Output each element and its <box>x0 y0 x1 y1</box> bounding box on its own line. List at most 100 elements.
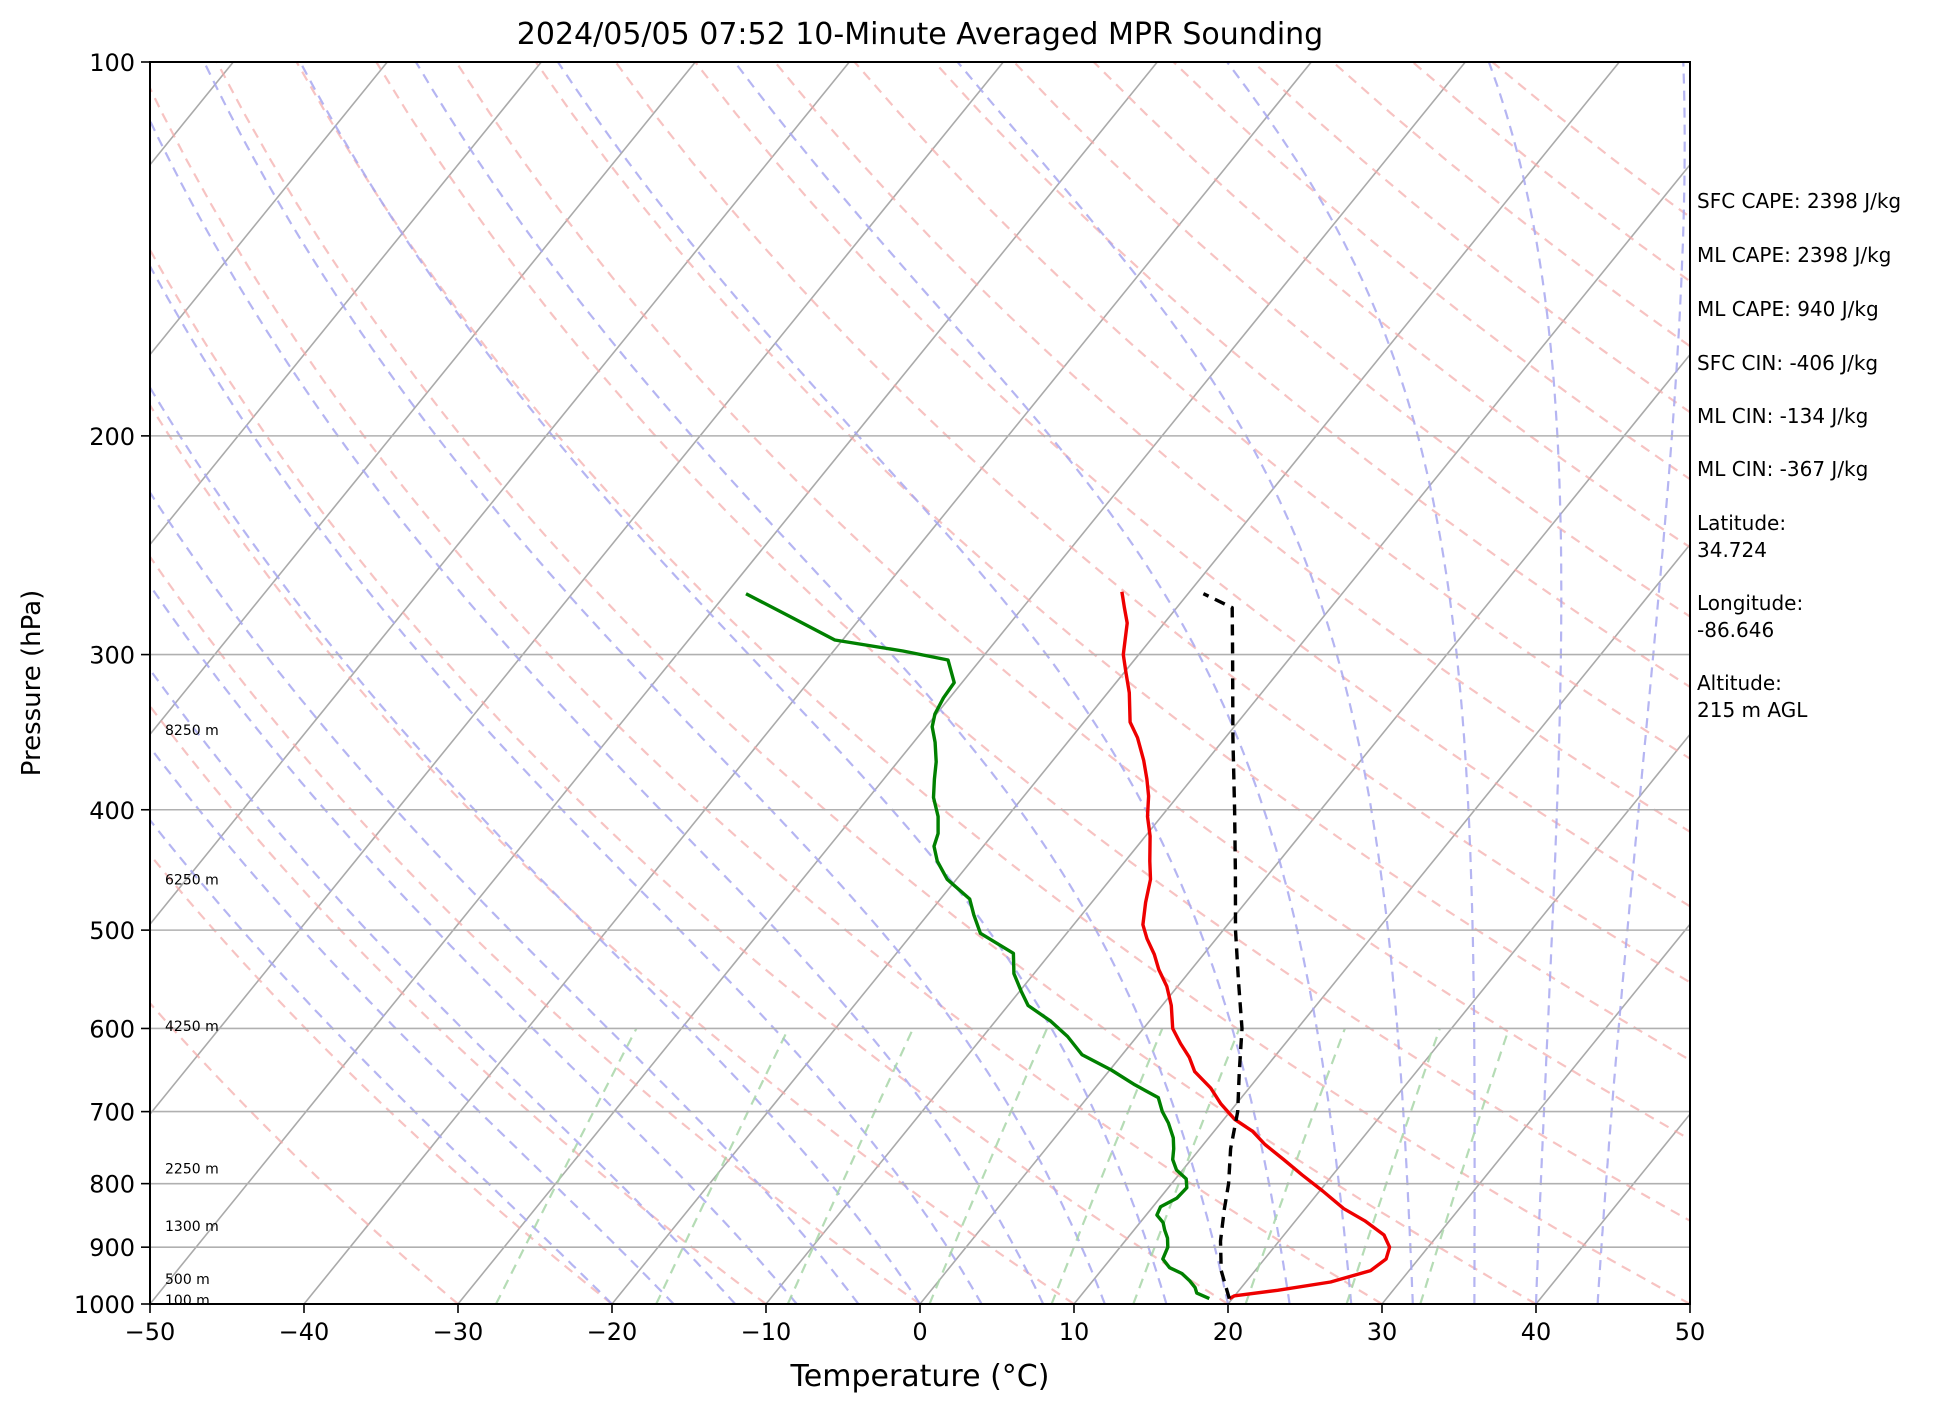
isobar-grid <box>150 62 1690 1304</box>
mixing-ratio-line <box>655 1028 790 1304</box>
moist-adiabat-line <box>733 62 1353 1304</box>
moist-adiabat-line <box>150 818 613 1304</box>
series-line-0 <box>1120 591 1392 1301</box>
y-tick-label: 100 <box>89 49 135 77</box>
dry-adiabat-line <box>150 403 1075 1304</box>
x-tick-label: 40 <box>1521 1318 1552 1346</box>
dry-adiabat-line <box>150 853 613 1304</box>
dry-adiabat-line <box>375 62 1690 1222</box>
height-label: 2250 m <box>165 1162 219 1178</box>
mixing-ratio-line <box>786 1028 915 1304</box>
stat-label: SFC CIN: -406 J/kg <box>1697 351 1879 375</box>
y-tick-label: 700 <box>89 1099 135 1127</box>
isotherm-line <box>1381 922 1690 1304</box>
stat-label: ML CIN: -367 J/kg <box>1697 457 1869 481</box>
stat-value: -86.646 <box>1697 618 1775 642</box>
moist-adiabat-line <box>299 62 1168 1304</box>
dry-adiabat-line <box>150 554 921 1304</box>
dry-adiabat-line <box>534 62 1690 1062</box>
y-axis-ticks: 100 200 300 400 500 600 700 800 900 1000 <box>74 49 150 1319</box>
stat-label: SFC CAPE: 2398 J/kg <box>1697 189 1902 213</box>
moist-adiabat-line <box>556 62 1291 1304</box>
isotherm-line <box>1073 543 1690 1304</box>
height-label: 8250 m <box>165 723 219 739</box>
x-tick-label: −40 <box>279 1318 330 1346</box>
stat-label: ML CIN: -134 J/kg <box>1697 404 1869 428</box>
y-tick-label: 500 <box>89 917 135 945</box>
x-axis-ticks: −50 −40 −30 −20 −10 0 10 20 30 40 50 <box>125 1304 1706 1346</box>
height-label: 1300 m <box>165 1219 219 1235</box>
dry-adiabat-line <box>150 247 1229 1304</box>
x-tick-label: 20 <box>1213 1318 1244 1346</box>
stat-label: Latitude: <box>1697 511 1787 535</box>
isotherm-line <box>303 62 1312 1304</box>
height-labels: 8250 m 6250 m 4250 m 2250 m 1300 m 500 m 100 m <box>165 723 219 1309</box>
height-label: 100 m <box>165 1293 210 1309</box>
sounding-series <box>745 591 1392 1301</box>
isotherm-line <box>150 62 850 926</box>
stat-item: Latitude: 34.724 <box>1697 510 1786 564</box>
y-tick-label: 400 <box>89 797 135 825</box>
stat-item: Altitude: 215 m AGL <box>1697 670 1807 724</box>
isotherm-line <box>765 163 1690 1304</box>
isotherm-line <box>150 62 1004 1116</box>
stat-label: Longitude: <box>1697 591 1804 615</box>
mixing-ratio-line <box>928 1028 1049 1304</box>
mixing-ratio-line <box>495 1027 638 1304</box>
series-line-2 <box>1202 592 1244 1300</box>
y-axis-label: Pressure (hPa) <box>17 590 47 777</box>
chart-title: 2024/05/05 07:52 10-Minute Averaged MPR … <box>517 17 1323 52</box>
stat-label: Altitude: <box>1697 671 1782 695</box>
isotherm-line <box>611 62 1620 1304</box>
dry-adiabat-line <box>295 62 1690 1304</box>
dry-adiabat-line <box>694 62 1690 908</box>
stat-item: ML CAPE: 940 J/kg <box>1697 296 1879 323</box>
mixing-ratio-line <box>1244 1028 1346 1304</box>
isotherm-line <box>150 62 1158 1304</box>
stat-value: 34.724 <box>1697 538 1767 562</box>
x-tick-label: 0 <box>912 1318 927 1346</box>
mixing-ratio-line <box>1345 1028 1441 1304</box>
background-reference-lines <box>150 62 1690 1304</box>
height-label: 6250 m <box>165 872 219 888</box>
moist-adiabat-line <box>1596 62 1686 1304</box>
stat-label: ML CAPE: 2398 J/kg <box>1697 243 1892 267</box>
y-tick-label: 900 <box>89 1234 135 1262</box>
x-tick-label: −50 <box>125 1318 176 1346</box>
y-tick-label: 200 <box>89 423 135 451</box>
y-tick-label: 600 <box>89 1015 135 1043</box>
moist-adiabat-line <box>150 263 983 1304</box>
stat-label: ML CAPE: 940 J/kg <box>1697 297 1879 321</box>
dry-adiabat-line <box>1013 62 1690 618</box>
stat-item: ML CAPE: 2398 J/kg <box>1697 242 1891 269</box>
height-label: 4250 m <box>165 1019 219 1035</box>
x-tick-label: 10 <box>1059 1318 1090 1346</box>
x-tick-label: −30 <box>433 1318 484 1346</box>
moist-adiabat-line <box>150 583 798 1304</box>
isotherm-line <box>150 62 542 546</box>
y-tick-label: 800 <box>89 1171 135 1199</box>
stat-item: Longitude: -86.646 <box>1697 590 1803 644</box>
dry-adiabat-line <box>455 62 1690 1141</box>
x-tick-label: 50 <box>1675 1318 1706 1346</box>
y-tick-label: 300 <box>89 642 135 670</box>
stat-value: 215 m AGL <box>1697 698 1808 722</box>
isotherm-line <box>457 62 1466 1304</box>
dry-adiabat-line <box>150 85 1383 1304</box>
y-tick-label: 1000 <box>74 1291 135 1319</box>
isotherm-line <box>1227 733 1690 1304</box>
moist-adiabat-line <box>150 118 1045 1304</box>
moist-adiabat-line <box>150 385 921 1304</box>
mixing-ratio-line <box>1050 1028 1164 1304</box>
x-tick-label: −10 <box>741 1318 792 1346</box>
isotherm-line <box>150 62 696 736</box>
stat-item: SFC CIN: -406 J/kg <box>1697 350 1878 377</box>
x-tick-label: −20 <box>587 1318 638 1346</box>
stat-item: ML CIN: -367 J/kg <box>1697 456 1868 483</box>
mixing-ratio-line <box>1419 1028 1511 1304</box>
moist-adiabat-line <box>956 62 1414 1304</box>
moist-adiabat-line <box>1487 62 1563 1304</box>
x-tick-label: 30 <box>1367 1318 1398 1346</box>
isotherm-line <box>150 62 388 356</box>
